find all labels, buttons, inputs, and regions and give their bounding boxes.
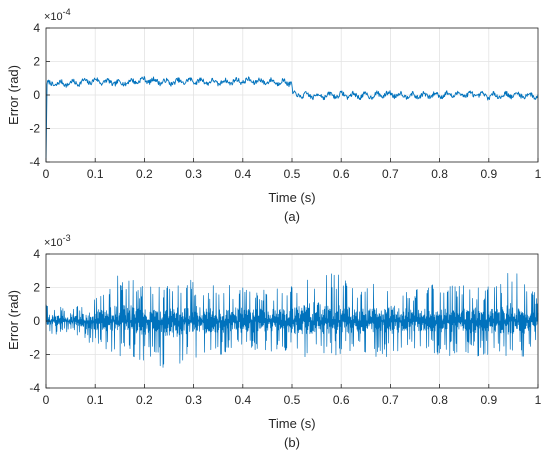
- y-tick-label: -4: [29, 381, 40, 395]
- y-axis-label-a: Error (rad): [6, 65, 21, 125]
- x-tick-label: 0: [43, 167, 50, 181]
- series-line-a: [45, 76, 539, 163]
- exponent-label-a: ×10-4: [44, 7, 71, 23]
- y-tick-label: 0: [33, 314, 40, 328]
- series-b: [45, 272, 539, 368]
- x-tick-label: 0.4: [234, 393, 251, 407]
- y-ticks-b: 4 2 0 -2 -4: [29, 247, 50, 395]
- x-tick-label: 0.9: [480, 393, 497, 407]
- y-tick-label: 4: [33, 247, 40, 261]
- x-tick-label: 0.1: [87, 167, 104, 181]
- x-tick-label: 0.7: [382, 167, 399, 181]
- exponent-label-b: ×10-3: [44, 233, 71, 249]
- x-tick-label: 0.5: [284, 167, 301, 181]
- y-axis-label-b: Error (rad): [6, 290, 21, 350]
- x-ticks-a: 0 0.1 0.2 0.3 0.4 0.5 0.6 0.7 0.8 0.9 1: [43, 158, 542, 181]
- x-tick-label: 0.8: [431, 393, 448, 407]
- grid-a: [45, 27, 539, 163]
- y-tick-label: 2: [33, 281, 40, 295]
- caption-b: (b): [284, 435, 300, 450]
- x-axis-label-a: Time (s): [268, 190, 315, 205]
- x-tick-label: 1: [535, 393, 542, 407]
- panel-a: 0 0.1 0.2 0.3 0.4 0.5 0.6 0.7 0.8 0.9 1 4 2 0 -2 -4 ×1…: [6, 7, 542, 224]
- x-tick-label: 0.5: [284, 393, 301, 407]
- x-tick-label: 0.2: [136, 393, 153, 407]
- x-tick-label: 0.2: [136, 167, 153, 181]
- y-tick-label: -4: [29, 155, 40, 169]
- panel-b: 0 0.1 0.2 0.3 0.4 0.5 0.6 0.7 0.8 0.9 1 4 2 0 -2 -4 ×1…: [6, 233, 542, 450]
- y-tick-label: -2: [29, 122, 40, 136]
- x-tick-label: 0.9: [480, 167, 497, 181]
- x-tick-label: 0.8: [431, 167, 448, 181]
- x-tick-label: 0.6: [333, 167, 350, 181]
- y-tick-label: 0: [33, 88, 40, 102]
- caption-a: (a): [284, 209, 300, 224]
- series-line-b: [45, 272, 539, 368]
- x-tick-label: 0.3: [185, 167, 202, 181]
- series-a: [45, 76, 539, 163]
- x-tick-label: 0.7: [382, 393, 399, 407]
- x-tick-label: 0.6: [333, 393, 350, 407]
- x-tick-label: 0.3: [185, 393, 202, 407]
- x-tick-label: 0: [43, 393, 50, 407]
- y-ticks-a: 4 2 0 -2 -4: [29, 21, 50, 169]
- y-tick-label: -2: [29, 348, 40, 362]
- y-tick-label: 2: [33, 55, 40, 69]
- x-tick-label: 0.4: [234, 167, 251, 181]
- x-axis-label-b: Time (s): [268, 416, 315, 431]
- x-ticks-b: 0 0.1 0.2 0.3 0.4 0.5 0.6 0.7 0.8 0.9 1: [43, 384, 542, 407]
- x-tick-label: 0.1: [87, 393, 104, 407]
- x-tick-label: 1: [535, 167, 542, 181]
- y-tick-label: 4: [33, 21, 40, 35]
